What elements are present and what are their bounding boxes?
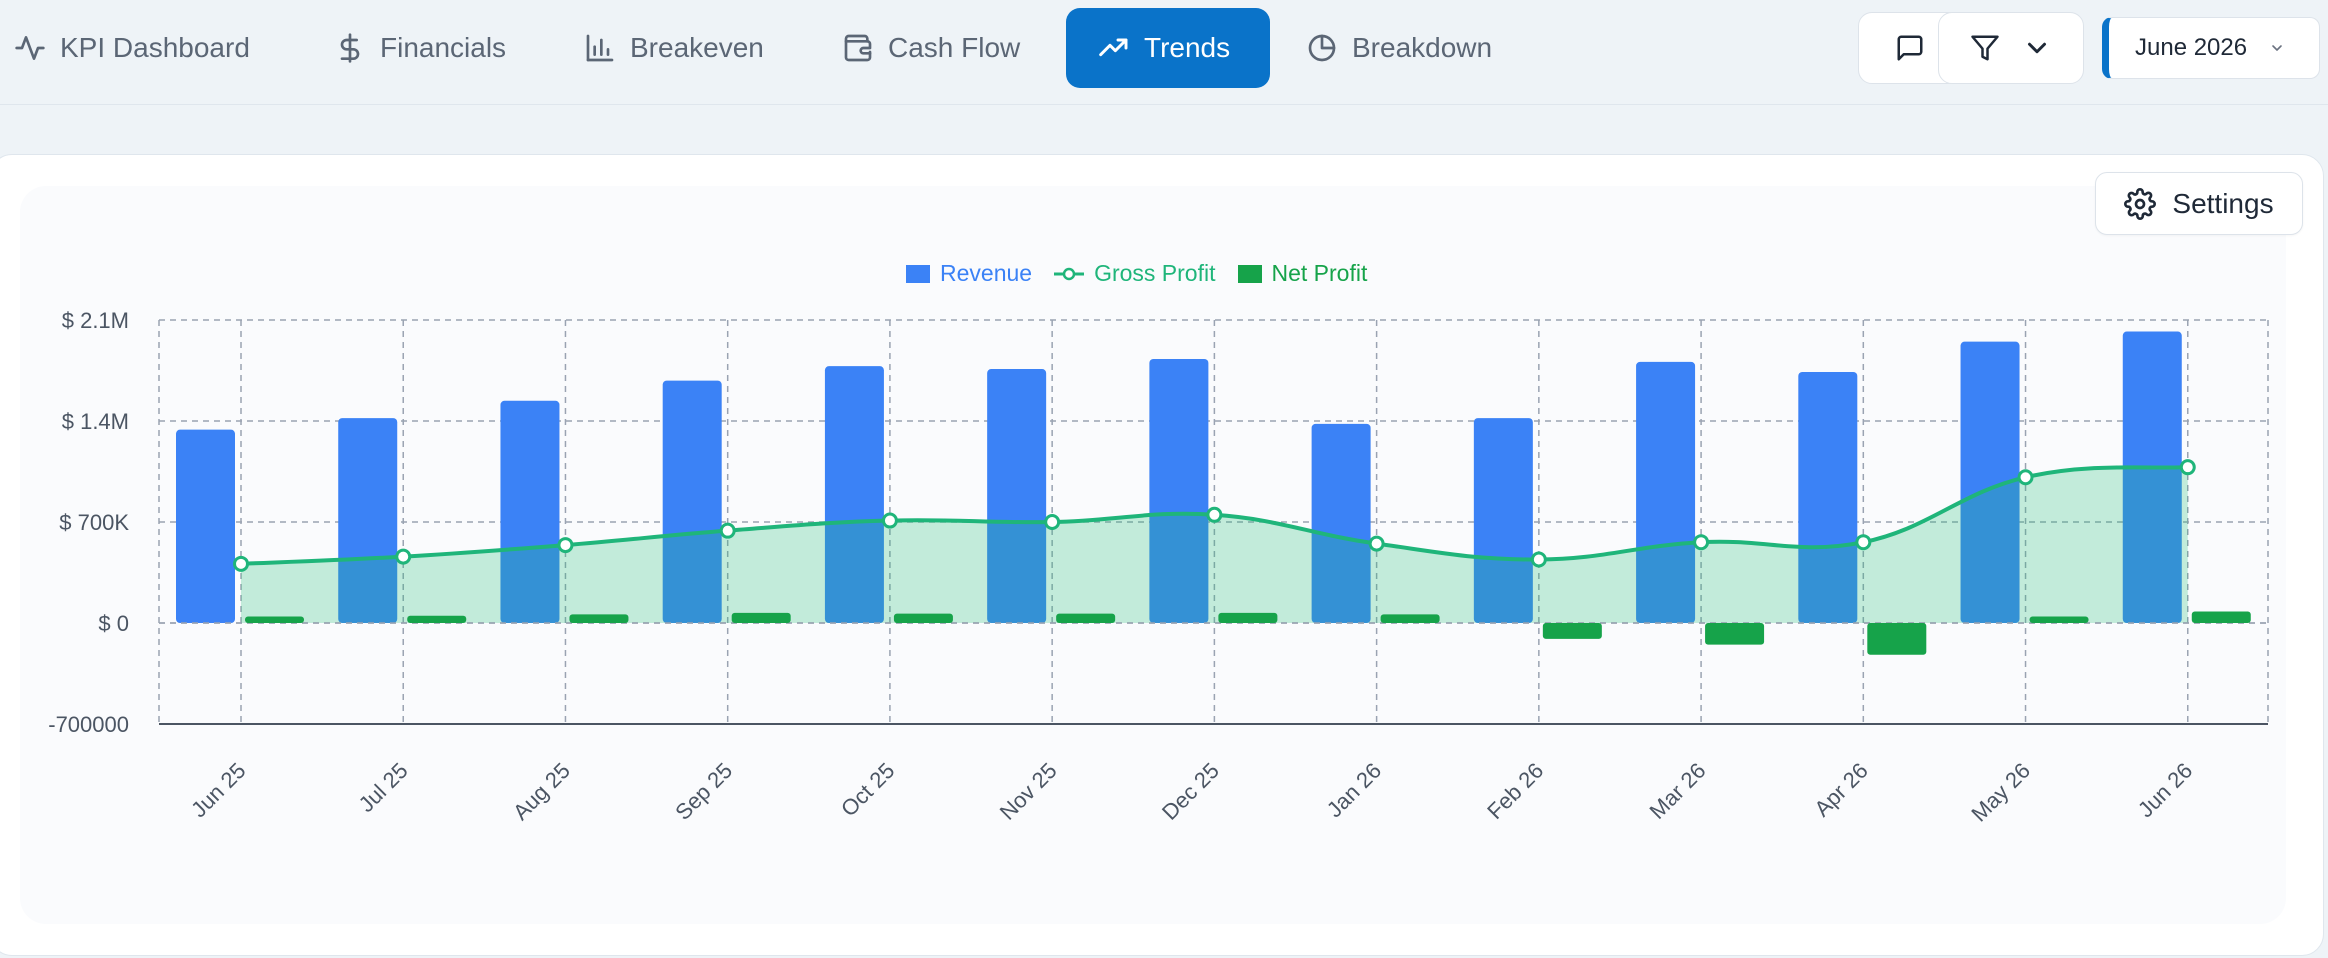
legend-item-gross-profit[interactable]: Gross Profit bbox=[1054, 259, 1216, 287]
x-tick-label: Jul 25 bbox=[354, 758, 413, 817]
legend-swatch-revenue bbox=[906, 265, 930, 283]
tab-label: Cash Flow bbox=[888, 32, 1021, 63]
bar-net-profit bbox=[1380, 614, 1440, 623]
tab-label: KPI Dashboard bbox=[60, 32, 250, 63]
bar-revenue bbox=[1473, 418, 1533, 623]
y-tick-label: $ 2.1M bbox=[62, 308, 129, 333]
settings-button[interactable]: Settings bbox=[2095, 172, 2303, 235]
point-gross-profit bbox=[1368, 535, 1385, 552]
bar-net-profit bbox=[731, 612, 791, 623]
point-gross-profit bbox=[2179, 459, 2196, 476]
bar-net-profit bbox=[2029, 616, 2089, 623]
bar-net-profit bbox=[245, 616, 304, 623]
bar-net-profit bbox=[893, 613, 953, 623]
tab-breakeven[interactable]: Breakeven bbox=[584, 8, 764, 88]
filter-button[interactable] bbox=[1938, 12, 2084, 84]
bar-net-profit bbox=[2191, 611, 2251, 623]
legend-swatch-net-profit bbox=[1237, 265, 1262, 283]
bar-revenue bbox=[2122, 331, 2182, 623]
area-gross-profit bbox=[241, 467, 2188, 623]
chevron-down-icon bbox=[2028, 42, 2046, 54]
pie-chart-icon bbox=[1308, 34, 1336, 62]
dollar-icon bbox=[340, 33, 360, 63]
bar-revenue bbox=[1798, 371, 1858, 623]
point-gross-profit bbox=[233, 555, 249, 572]
x-tick-label: Aug 25 bbox=[508, 758, 575, 825]
bar-revenue bbox=[1636, 361, 1696, 623]
bar-revenue bbox=[176, 429, 235, 623]
bar-chart-icon bbox=[586, 34, 614, 62]
x-tick-label: Oct 25 bbox=[836, 758, 900, 822]
point-gross-profit bbox=[2017, 469, 2034, 486]
legend-label-gross-profit: Gross Profit bbox=[1094, 259, 1216, 286]
tab-label: Breakdown bbox=[1352, 32, 1493, 63]
tab-label: Financials bbox=[380, 32, 507, 63]
x-tick-label: Dec 25 bbox=[1157, 758, 1224, 825]
x-tick-label: Apr 26 bbox=[1809, 758, 1873, 822]
x-tick-label: Feb 26 bbox=[1482, 758, 1548, 824]
tab-label: Trends bbox=[1144, 32, 1231, 63]
tab-trends[interactable]: Trends bbox=[1066, 8, 1270, 88]
message-square-icon bbox=[1897, 35, 1923, 61]
legend-item-net-profit[interactable]: Net Profit bbox=[1237, 259, 1368, 287]
bar-net-profit bbox=[1218, 612, 1278, 623]
settings-label: Settings bbox=[2172, 187, 2274, 219]
x-tick-label: Jun 25 bbox=[186, 758, 250, 822]
chart-legend: Revenue Gross Profit Net Profit bbox=[906, 258, 1367, 288]
trending-up-icon bbox=[1099, 38, 1128, 57]
x-tick-label: Mar 26 bbox=[1645, 758, 1711, 824]
tab-label: Breakeven bbox=[630, 32, 764, 63]
bar-revenue bbox=[1311, 423, 1371, 623]
bar-net-profit bbox=[1542, 623, 1602, 639]
bar-net-profit bbox=[407, 615, 467, 623]
bar-net-profit bbox=[1867, 623, 1927, 655]
tab-financials[interactable]: Financials bbox=[334, 8, 506, 88]
y-tick-label: $ 700K bbox=[59, 510, 129, 535]
x-tick-label: Jan 26 bbox=[1322, 758, 1386, 822]
y-tick-label: -700000 bbox=[48, 712, 129, 737]
bar-revenue bbox=[662, 380, 722, 623]
tab-breakdown[interactable]: Breakdown bbox=[1306, 8, 1492, 88]
x-tick-label: Jun 26 bbox=[2133, 758, 2197, 822]
x-tick-label: Nov 25 bbox=[995, 758, 1062, 825]
bar-revenue bbox=[338, 418, 398, 623]
filter-icon bbox=[1971, 35, 1999, 61]
x-tick-label: May 26 bbox=[1966, 758, 2035, 827]
bar-revenue bbox=[500, 400, 560, 623]
legend-swatch-gross-profit bbox=[1054, 267, 1085, 281]
period-select[interactable]: June 2026 bbox=[2102, 17, 2320, 79]
y-tick-label: $ 1.4M bbox=[62, 409, 129, 434]
gear-icon bbox=[2124, 187, 2157, 220]
tab-cash-flow[interactable]: Cash Flow bbox=[842, 8, 1020, 88]
bar-revenue bbox=[824, 366, 884, 623]
point-gross-profit bbox=[1530, 551, 1547, 568]
point-gross-profit bbox=[395, 548, 412, 565]
point-gross-profit bbox=[881, 512, 898, 529]
bar-net-profit bbox=[1056, 613, 1116, 623]
x-tick-label: Sep 25 bbox=[670, 758, 737, 825]
bar-revenue bbox=[987, 369, 1047, 623]
period-value: June 2026 bbox=[2135, 34, 2248, 61]
point-gross-profit bbox=[1044, 514, 1061, 530]
tab-kpi-dashboard[interactable]: KPI Dashboard bbox=[14, 8, 250, 88]
top-navigation: KPI Dashboard Financials Breakeven Cash … bbox=[0, 0, 2328, 105]
legend-label-net-profit: Net Profit bbox=[1271, 259, 1368, 286]
legend-label-revenue: Revenue bbox=[940, 259, 1033, 286]
bar-revenue bbox=[1960, 341, 2020, 623]
wallet-icon bbox=[844, 34, 872, 62]
point-gross-profit bbox=[557, 537, 574, 554]
point-gross-profit bbox=[1206, 506, 1223, 523]
bar-net-profit bbox=[1705, 623, 1765, 645]
bar-revenue bbox=[1149, 358, 1209, 623]
activity-icon bbox=[15, 36, 45, 60]
y-tick-label: $ 0 bbox=[98, 611, 129, 636]
legend-item-revenue[interactable]: Revenue bbox=[906, 260, 1032, 287]
point-gross-profit bbox=[719, 522, 736, 539]
point-gross-profit bbox=[1855, 534, 1872, 551]
point-gross-profit bbox=[1693, 534, 1710, 551]
chevron-down-icon bbox=[2272, 45, 2282, 51]
bar-net-profit bbox=[569, 614, 629, 623]
